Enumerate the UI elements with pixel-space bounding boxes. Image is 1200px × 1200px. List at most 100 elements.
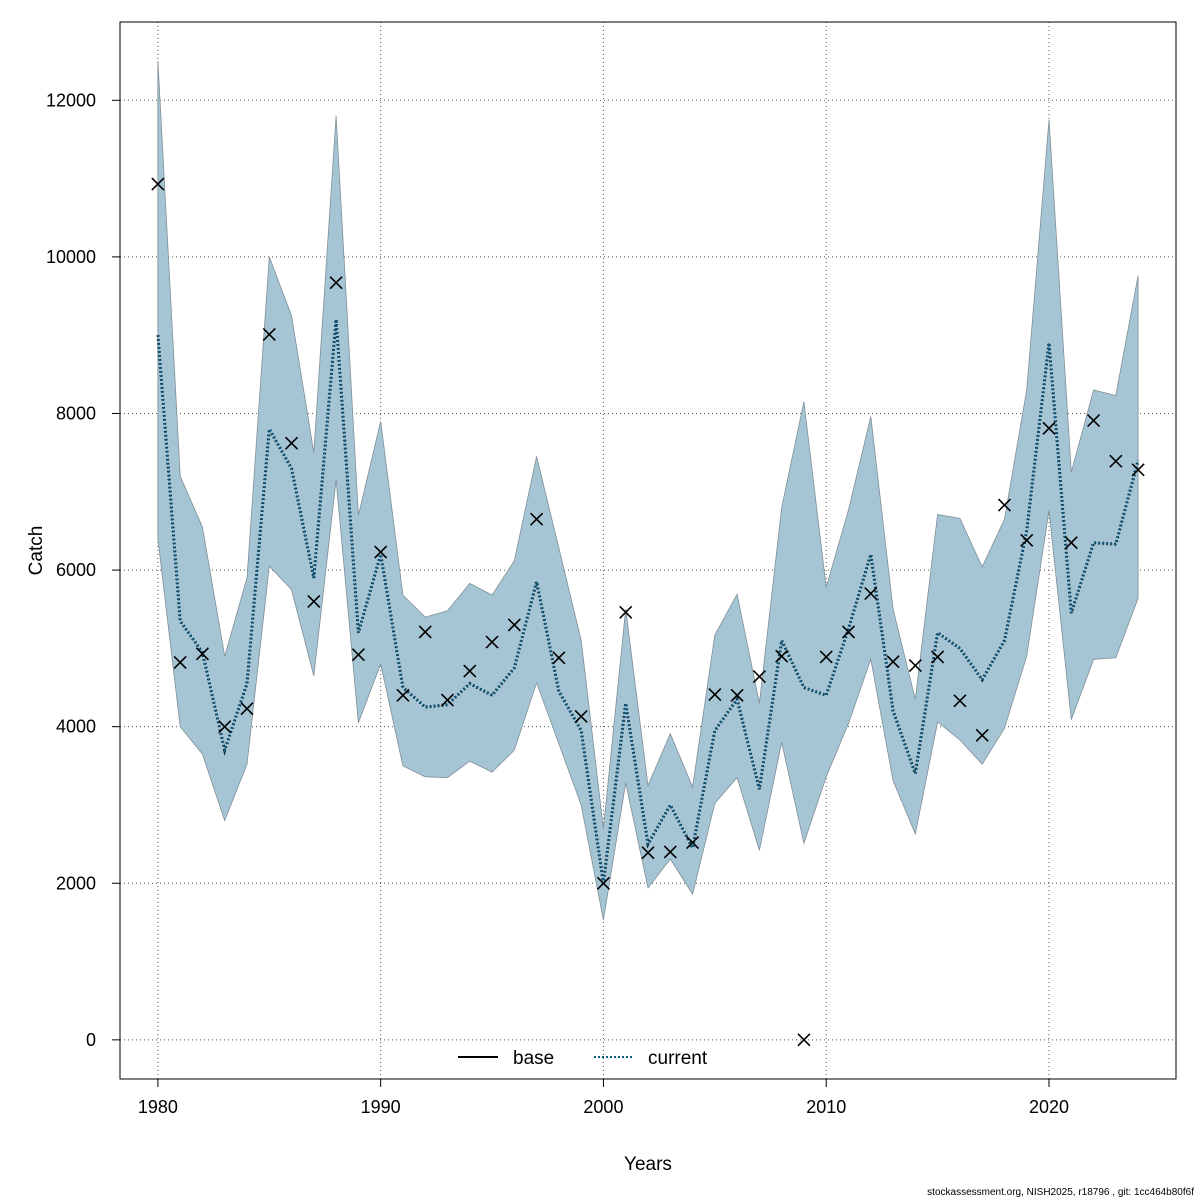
- observation-point-stroke: [329, 276, 343, 290]
- observation-point-stroke: [530, 512, 544, 526]
- observation-point-stroke: [440, 693, 455, 707]
- observation-point-stroke: [596, 876, 611, 890]
- observation-point: [775, 649, 789, 663]
- x-axis-title: Years: [624, 1154, 672, 1175]
- y-tick-label: 12000: [46, 90, 96, 110]
- observation-point-stroke: [841, 625, 856, 639]
- observation-point-stroke: [195, 647, 209, 661]
- observation-point-stroke: [1109, 454, 1123, 468]
- observation-point-stroke: [396, 688, 410, 702]
- observation-point-stroke: [864, 586, 878, 601]
- observation-point: [864, 586, 878, 601]
- observation-point: [351, 648, 365, 662]
- observation-point: [151, 177, 165, 191]
- y-tick-label: 6000: [56, 560, 96, 580]
- observation-point: [797, 1033, 811, 1047]
- observation-point-stroke: [351, 648, 365, 662]
- legend-current-label: current: [648, 1048, 708, 1069]
- observation-point: [396, 688, 410, 702]
- observation-point-stroke: [953, 694, 967, 708]
- observation-point-stroke: [151, 177, 165, 191]
- observation-point: [931, 650, 945, 664]
- confidence-band: [157, 61, 1139, 921]
- observation-point-stroke: [218, 720, 232, 734]
- observation-point: [819, 650, 833, 664]
- y-tick-label: 8000: [56, 403, 96, 423]
- x-tick-label: 2000: [583, 1097, 623, 1117]
- observation-point: [485, 635, 499, 649]
- observation-point-stroke: [663, 845, 677, 859]
- observation-point-stroke: [931, 650, 945, 664]
- observation-point: [663, 845, 677, 859]
- observation-point: [685, 835, 700, 850]
- observation-point: [262, 327, 276, 341]
- observation-point-stroke: [908, 659, 922, 673]
- observation-point: [374, 545, 388, 559]
- series-lines: [156, 319, 1140, 884]
- observation-point-stroke: [1020, 533, 1034, 547]
- observation-point: [440, 693, 455, 707]
- observation-point-stroke: [1131, 463, 1145, 477]
- observation-point: [329, 276, 343, 290]
- observation-point-stroke: [284, 436, 299, 450]
- legend: base current: [458, 1048, 708, 1069]
- observation-point-stroke: [307, 594, 321, 608]
- observation-point: [641, 846, 655, 860]
- observation-point-stroke: [173, 655, 187, 670]
- observation-point-stroke: [507, 618, 521, 632]
- observation-point: [1020, 533, 1034, 547]
- observation-point: [730, 688, 744, 702]
- x-tick-label: 2010: [806, 1097, 846, 1117]
- confidence-band-area: [157, 61, 1139, 921]
- observation-point-stroke: [463, 664, 477, 678]
- observation-point-stroke: [886, 655, 900, 669]
- observation-point: [886, 655, 900, 669]
- observation-point: [418, 625, 432, 639]
- observation-point: [507, 618, 521, 632]
- observation-point: [708, 687, 722, 702]
- series-current-line: [156, 319, 1140, 884]
- observation-point-stroke: [997, 498, 1012, 512]
- observation-point: [975, 728, 989, 742]
- observation-point-stroke: [975, 728, 989, 742]
- y-tick-label: 10000: [46, 247, 96, 267]
- observation-point: [953, 694, 967, 708]
- observation-point: [463, 664, 477, 678]
- x-tick-label: 1990: [361, 1097, 401, 1117]
- observation-point-stroke: [552, 651, 566, 665]
- observation-points: [151, 177, 1145, 1047]
- observation-point: [619, 605, 633, 619]
- observation-point-stroke: [797, 1033, 811, 1047]
- observation-point: [1109, 454, 1123, 468]
- observation-point: [530, 512, 544, 526]
- observation-point-stroke: [708, 687, 722, 702]
- observation-point-stroke: [752, 669, 766, 684]
- observation-point-stroke: [1064, 536, 1078, 550]
- observation-point-stroke: [574, 709, 588, 724]
- observation-point: [1042, 421, 1056, 435]
- observation-point: [552, 651, 566, 665]
- observation-point-stroke: [775, 649, 789, 663]
- observation-point: [841, 625, 856, 639]
- observation-point-stroke: [240, 702, 254, 716]
- observation-point: [240, 702, 254, 716]
- y-axis-title: Catch: [26, 526, 47, 576]
- observation-point-stroke: [485, 635, 499, 649]
- footer-credit: stockassessment.org, NISH2025, r18796 , …: [927, 1187, 1194, 1198]
- x-tick-label: 1980: [138, 1097, 178, 1117]
- legend-base-label: base: [513, 1048, 554, 1069]
- observation-point-stroke: [374, 545, 388, 559]
- y-tick-label: 4000: [56, 717, 96, 737]
- observation-point-stroke: [641, 846, 655, 860]
- y-tick-label: 0: [86, 1030, 96, 1050]
- y-tick-label: 2000: [56, 873, 96, 893]
- x-axis: 1980 1990 2000 2010 2020: [138, 1078, 1069, 1117]
- observation-point: [1131, 463, 1145, 477]
- observation-point: [997, 498, 1012, 512]
- observation-point: [596, 876, 611, 890]
- observation-point-stroke: [730, 688, 744, 702]
- observation-point-stroke: [619, 605, 633, 619]
- observation-point-stroke: [1087, 413, 1101, 428]
- y-axis: 0 2000 4000 6000 8000 10000 12000: [46, 90, 121, 1050]
